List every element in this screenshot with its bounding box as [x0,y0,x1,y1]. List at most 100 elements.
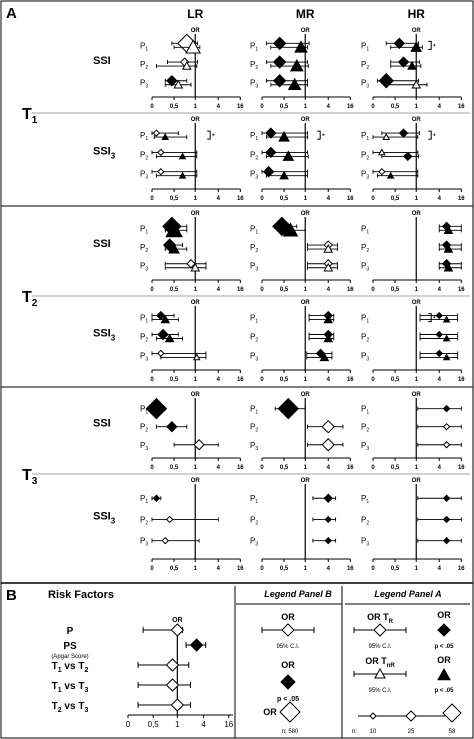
panel-b-x-tick-label: 4 [201,720,206,729]
x-tick-label: 1 [194,465,198,471]
panel-b-label: B [6,587,17,604]
or-marker [443,262,454,272]
or-marker [323,314,334,324]
x-tick-label: 0,5 [280,566,289,572]
risk-or-marker [165,658,180,672]
or-marker [166,420,178,433]
row-label-p1: P1 [140,405,148,416]
significance-star: * [433,317,436,323]
row-label-subscript: 1 [145,229,148,235]
or-marker [282,150,295,161]
or-marker [287,77,302,91]
section-label-subscript: 1 [32,115,38,126]
row-label-p2: P2 [140,515,148,526]
risk-factor-subscript: 3 [84,687,88,694]
or-marker [161,536,169,545]
x-tick-label: 0 [371,104,375,110]
x-tick-label: 4 [327,465,331,471]
column-header-mr: MR [296,7,315,21]
ssi-label: SSI [93,238,111,250]
panel-a-label: A [6,5,17,22]
x-tick-label: 16 [458,196,465,202]
forest-cell: OR 0 0,5 1 4 16 P1 P2 P3 [250,211,354,293]
x-tick-label: 0 [371,287,375,293]
x-tick-label: 4 [327,377,331,383]
x-tick-label: 1 [415,465,419,471]
row-label-subscript: 2 [366,65,369,71]
row-label-p2: P2 [140,243,148,254]
row-label-subscript: 2 [145,520,148,526]
or-marker [323,333,334,343]
legend-b-or-3: OR [263,707,277,717]
row-label-subscript: 2 [255,155,258,161]
or-marker [192,353,201,361]
or-marker [319,352,330,362]
risk-factor-label: T1 vs T3 [52,681,89,694]
row-label-p3: P3 [361,537,369,548]
row-label-subscript: 2 [255,338,258,344]
x-tick-label: 16 [237,465,244,471]
or-marker [289,59,304,72]
x-tick-label: 4 [217,287,221,293]
forest-cell: OR 0 0,5 1 4 16 P1 P2 P3 [140,211,244,293]
x-tick-label: 4 [217,566,221,572]
x-tick-label: 4 [438,196,442,202]
or-marker [442,353,451,361]
forest-cell: OR 0 0,5 1 4 16 P1 * P2 P3 [361,28,465,110]
x-tick-label: 0,5 [280,104,289,110]
ssi-label: SSI [93,418,111,430]
panel-b-x-tick-label: 16 [224,720,233,729]
significance-bracket [317,130,321,140]
or-header: OR [191,300,201,306]
row-label-p2: P2 [361,515,369,526]
x-tick-label: 4 [438,465,442,471]
x-tick-label: 0 [260,465,264,471]
x-tick-label: 0 [260,566,264,572]
row-label-p1: P1 [140,224,148,235]
x-tick-label: 16 [458,465,465,471]
legend-a-or-a: OR [437,610,451,620]
or-marker [321,419,335,434]
row-label-subscript: 3 [366,84,369,90]
legend-a-filled-diamond [437,623,451,637]
x-tick-label: 0,5 [391,566,400,572]
or-header: OR [301,478,311,484]
x-tick-label: 0 [150,104,154,110]
forest-cell: OR 0 0,5 1 4 16 P1 P2 P3 [140,478,244,572]
row-label-subscript: 1 [366,499,369,505]
legend-b-or-1: OR [281,612,295,622]
x-tick-label: 16 [347,287,354,293]
forest-cell: OR 0 0,5 1 4 16 P1 P2 P3 [250,392,354,471]
row-label-subscript: 3 [145,175,148,181]
or-marker [152,129,161,137]
or-header: OR [301,28,311,34]
x-tick-label: 4 [217,196,221,202]
x-tick-label: 1 [304,377,308,383]
or-marker [382,133,391,140]
legend-b-or-2: OR [281,660,295,670]
row-label-p2: P2 [250,423,258,434]
legend-a-open-diamond [373,623,387,637]
or-marker [442,422,451,431]
row-label-subscript: 1 [145,136,148,142]
panel-a: LR MR HR T1 SSI OR 0 0,5 1 4 16 P1 P2 P3 OR 0 0,5 1 4 16 P1 P… [1,7,473,572]
or-marker [403,151,413,162]
ssi-subscript: 3 [111,516,116,525]
row-label-subscript: 1 [145,319,148,325]
x-tick-label: 1 [304,287,308,293]
x-tick-label: 4 [327,566,331,572]
x-tick-label: 0,5 [391,287,400,293]
or-marker [277,397,300,420]
legend-a-p-2: p < .05 [435,688,455,694]
or-header: OR [412,392,422,398]
row-label-p3: P3 [140,262,148,273]
x-tick-label: 1 [194,196,198,202]
significance-bracket [207,130,211,140]
row-label-p1: P1 [250,314,258,325]
row-label-subscript: 2 [145,248,148,254]
or-marker [407,61,417,70]
x-tick-label: 0 [150,465,154,471]
row-label-subscript: 2 [366,155,369,161]
row-label-p1: P1 [140,314,148,325]
